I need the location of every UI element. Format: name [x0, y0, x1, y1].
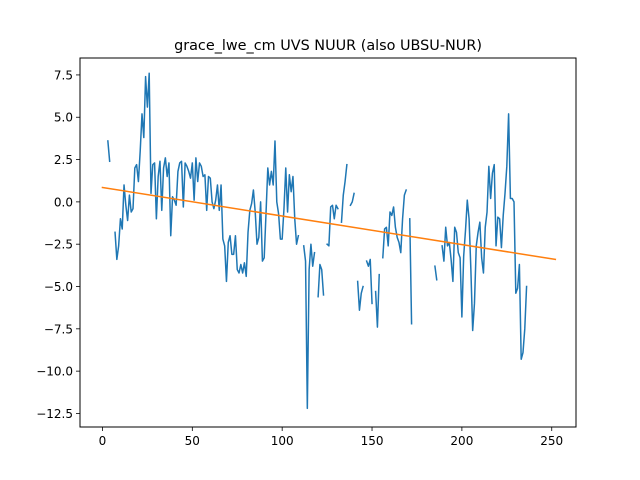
x-tick-label: 150 [361, 434, 384, 448]
plot-area-frame [79, 57, 577, 428]
y-axis: 7.5 5.0 2.5 0.0 −2.5 −5.0 −7.5 −10.0 −12.5 [36, 68, 80, 421]
y-tick-label: 2.5 [54, 153, 73, 167]
y-tick-label: −10.0 [36, 365, 73, 379]
trend-line [101, 186, 557, 261]
x-tick-label: 200 [450, 434, 473, 448]
series-line [107, 72, 528, 410]
y-tick-label: 7.5 [54, 68, 73, 82]
y-tick-label: 5.0 [54, 111, 73, 125]
y-tick-label: −7.5 [44, 322, 73, 336]
x-tick-label: 0 [99, 434, 107, 448]
x-tick-label: 100 [271, 434, 294, 448]
y-tick-label: 0.0 [54, 195, 73, 209]
x-tick-label: 50 [185, 434, 200, 448]
x-axis: 0 50 100 150 200 250 [99, 427, 563, 448]
series-layer [101, 72, 557, 410]
y-tick-label: −5.0 [44, 280, 73, 294]
y-tick-label: −12.5 [36, 407, 73, 421]
chart-title: grace_lwe_cm UVS NUUR (also UBSU-NUR) [174, 38, 482, 54]
y-tick-label: −2.5 [44, 238, 73, 252]
x-tick-label: 250 [540, 434, 563, 448]
